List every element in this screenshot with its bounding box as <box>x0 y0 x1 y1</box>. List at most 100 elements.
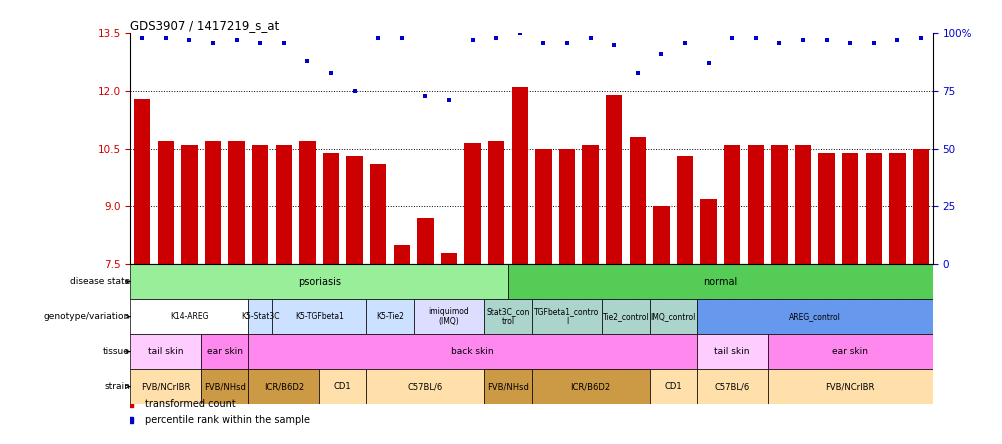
Point <box>889 37 905 44</box>
Point <box>652 51 668 58</box>
Bar <box>771 145 787 264</box>
Bar <box>649 299 696 334</box>
Bar <box>484 369 531 404</box>
Bar <box>511 87 527 264</box>
Bar <box>323 153 339 264</box>
Point <box>605 41 621 48</box>
Bar <box>696 369 767 404</box>
Bar <box>746 145 764 264</box>
Bar <box>699 199 716 264</box>
Text: FVB/NCrIBR: FVB/NCrIBR <box>825 382 874 391</box>
Bar <box>299 141 316 264</box>
Text: K14-AREG: K14-AREG <box>170 312 208 321</box>
Point <box>276 39 292 46</box>
Bar <box>248 299 272 334</box>
Bar <box>841 153 858 264</box>
Text: psoriasis: psoriasis <box>298 277 341 287</box>
Bar <box>649 369 696 404</box>
Text: C57BL/6: C57BL/6 <box>713 382 749 391</box>
Text: IMQ_control: IMQ_control <box>650 312 695 321</box>
Bar <box>912 149 928 264</box>
Text: ear skin: ear skin <box>206 347 242 356</box>
Bar <box>794 145 811 264</box>
Point <box>347 87 363 95</box>
Bar <box>319 369 366 404</box>
Bar <box>276 145 292 264</box>
Bar <box>366 299 413 334</box>
Text: FVB/NHsd: FVB/NHsd <box>487 382 528 391</box>
Point <box>488 34 504 41</box>
Bar <box>204 141 221 264</box>
Bar <box>696 299 932 334</box>
Point <box>865 39 881 46</box>
Bar <box>723 145 739 264</box>
Bar <box>248 334 696 369</box>
Bar <box>130 334 201 369</box>
Text: percentile rank within the sample: percentile rank within the sample <box>145 415 311 425</box>
Bar <box>248 369 319 404</box>
Bar <box>181 145 197 264</box>
Text: C57BL/6: C57BL/6 <box>408 382 443 391</box>
Point <box>511 30 527 37</box>
Bar <box>134 99 150 264</box>
Text: back skin: back skin <box>451 347 493 356</box>
Bar <box>130 264 507 299</box>
Bar <box>272 299 366 334</box>
Point <box>723 34 739 41</box>
Point <box>157 34 173 41</box>
Bar <box>507 264 932 299</box>
Bar <box>767 334 932 369</box>
Text: tail skin: tail skin <box>148 347 183 356</box>
Point <box>676 39 692 46</box>
Point <box>818 37 834 44</box>
Bar <box>464 143 480 264</box>
Bar <box>558 149 575 264</box>
Point <box>464 37 480 44</box>
Text: ICR/B6D2: ICR/B6D2 <box>264 382 304 391</box>
Text: K5-TGFbeta1: K5-TGFbeta1 <box>295 312 344 321</box>
Text: disease state: disease state <box>69 277 130 286</box>
Point <box>747 34 764 41</box>
Text: strain: strain <box>104 382 130 391</box>
Bar <box>487 141 504 264</box>
Bar <box>531 369 649 404</box>
Text: transformed count: transformed count <box>145 399 235 409</box>
Bar <box>393 245 410 264</box>
Text: normal: normal <box>702 277 736 287</box>
Bar <box>417 218 433 264</box>
Bar <box>346 156 363 264</box>
Text: tissue: tissue <box>103 347 130 356</box>
Point <box>417 92 433 99</box>
Bar <box>130 299 248 334</box>
Text: FVB/NCrIBR: FVB/NCrIBR <box>141 382 190 391</box>
Point <box>181 37 197 44</box>
Text: FVB/NHsd: FVB/NHsd <box>203 382 245 391</box>
Bar <box>366 369 484 404</box>
Bar <box>201 334 248 369</box>
Text: imiquimod
(IMQ): imiquimod (IMQ) <box>428 307 469 326</box>
Bar <box>652 206 669 264</box>
Bar <box>535 149 551 264</box>
Text: ICR/B6D2: ICR/B6D2 <box>570 382 610 391</box>
Bar <box>440 253 457 264</box>
Point <box>204 39 220 46</box>
Point <box>558 39 574 46</box>
Bar <box>696 334 767 369</box>
Text: CD1: CD1 <box>334 382 352 391</box>
Point <box>228 37 244 44</box>
Text: Tie2_control: Tie2_control <box>602 312 648 321</box>
Point <box>441 97 457 104</box>
Point <box>629 69 645 76</box>
Text: TGFbeta1_contro
l: TGFbeta1_contro l <box>534 307 599 326</box>
Point <box>252 39 268 46</box>
Bar <box>602 299 649 334</box>
Bar <box>629 137 645 264</box>
Point <box>299 57 315 64</box>
Bar <box>865 153 881 264</box>
Bar <box>228 141 244 264</box>
Point <box>699 60 715 67</box>
Bar <box>818 153 834 264</box>
Bar <box>201 369 248 404</box>
Point <box>771 39 787 46</box>
Bar <box>531 299 602 334</box>
